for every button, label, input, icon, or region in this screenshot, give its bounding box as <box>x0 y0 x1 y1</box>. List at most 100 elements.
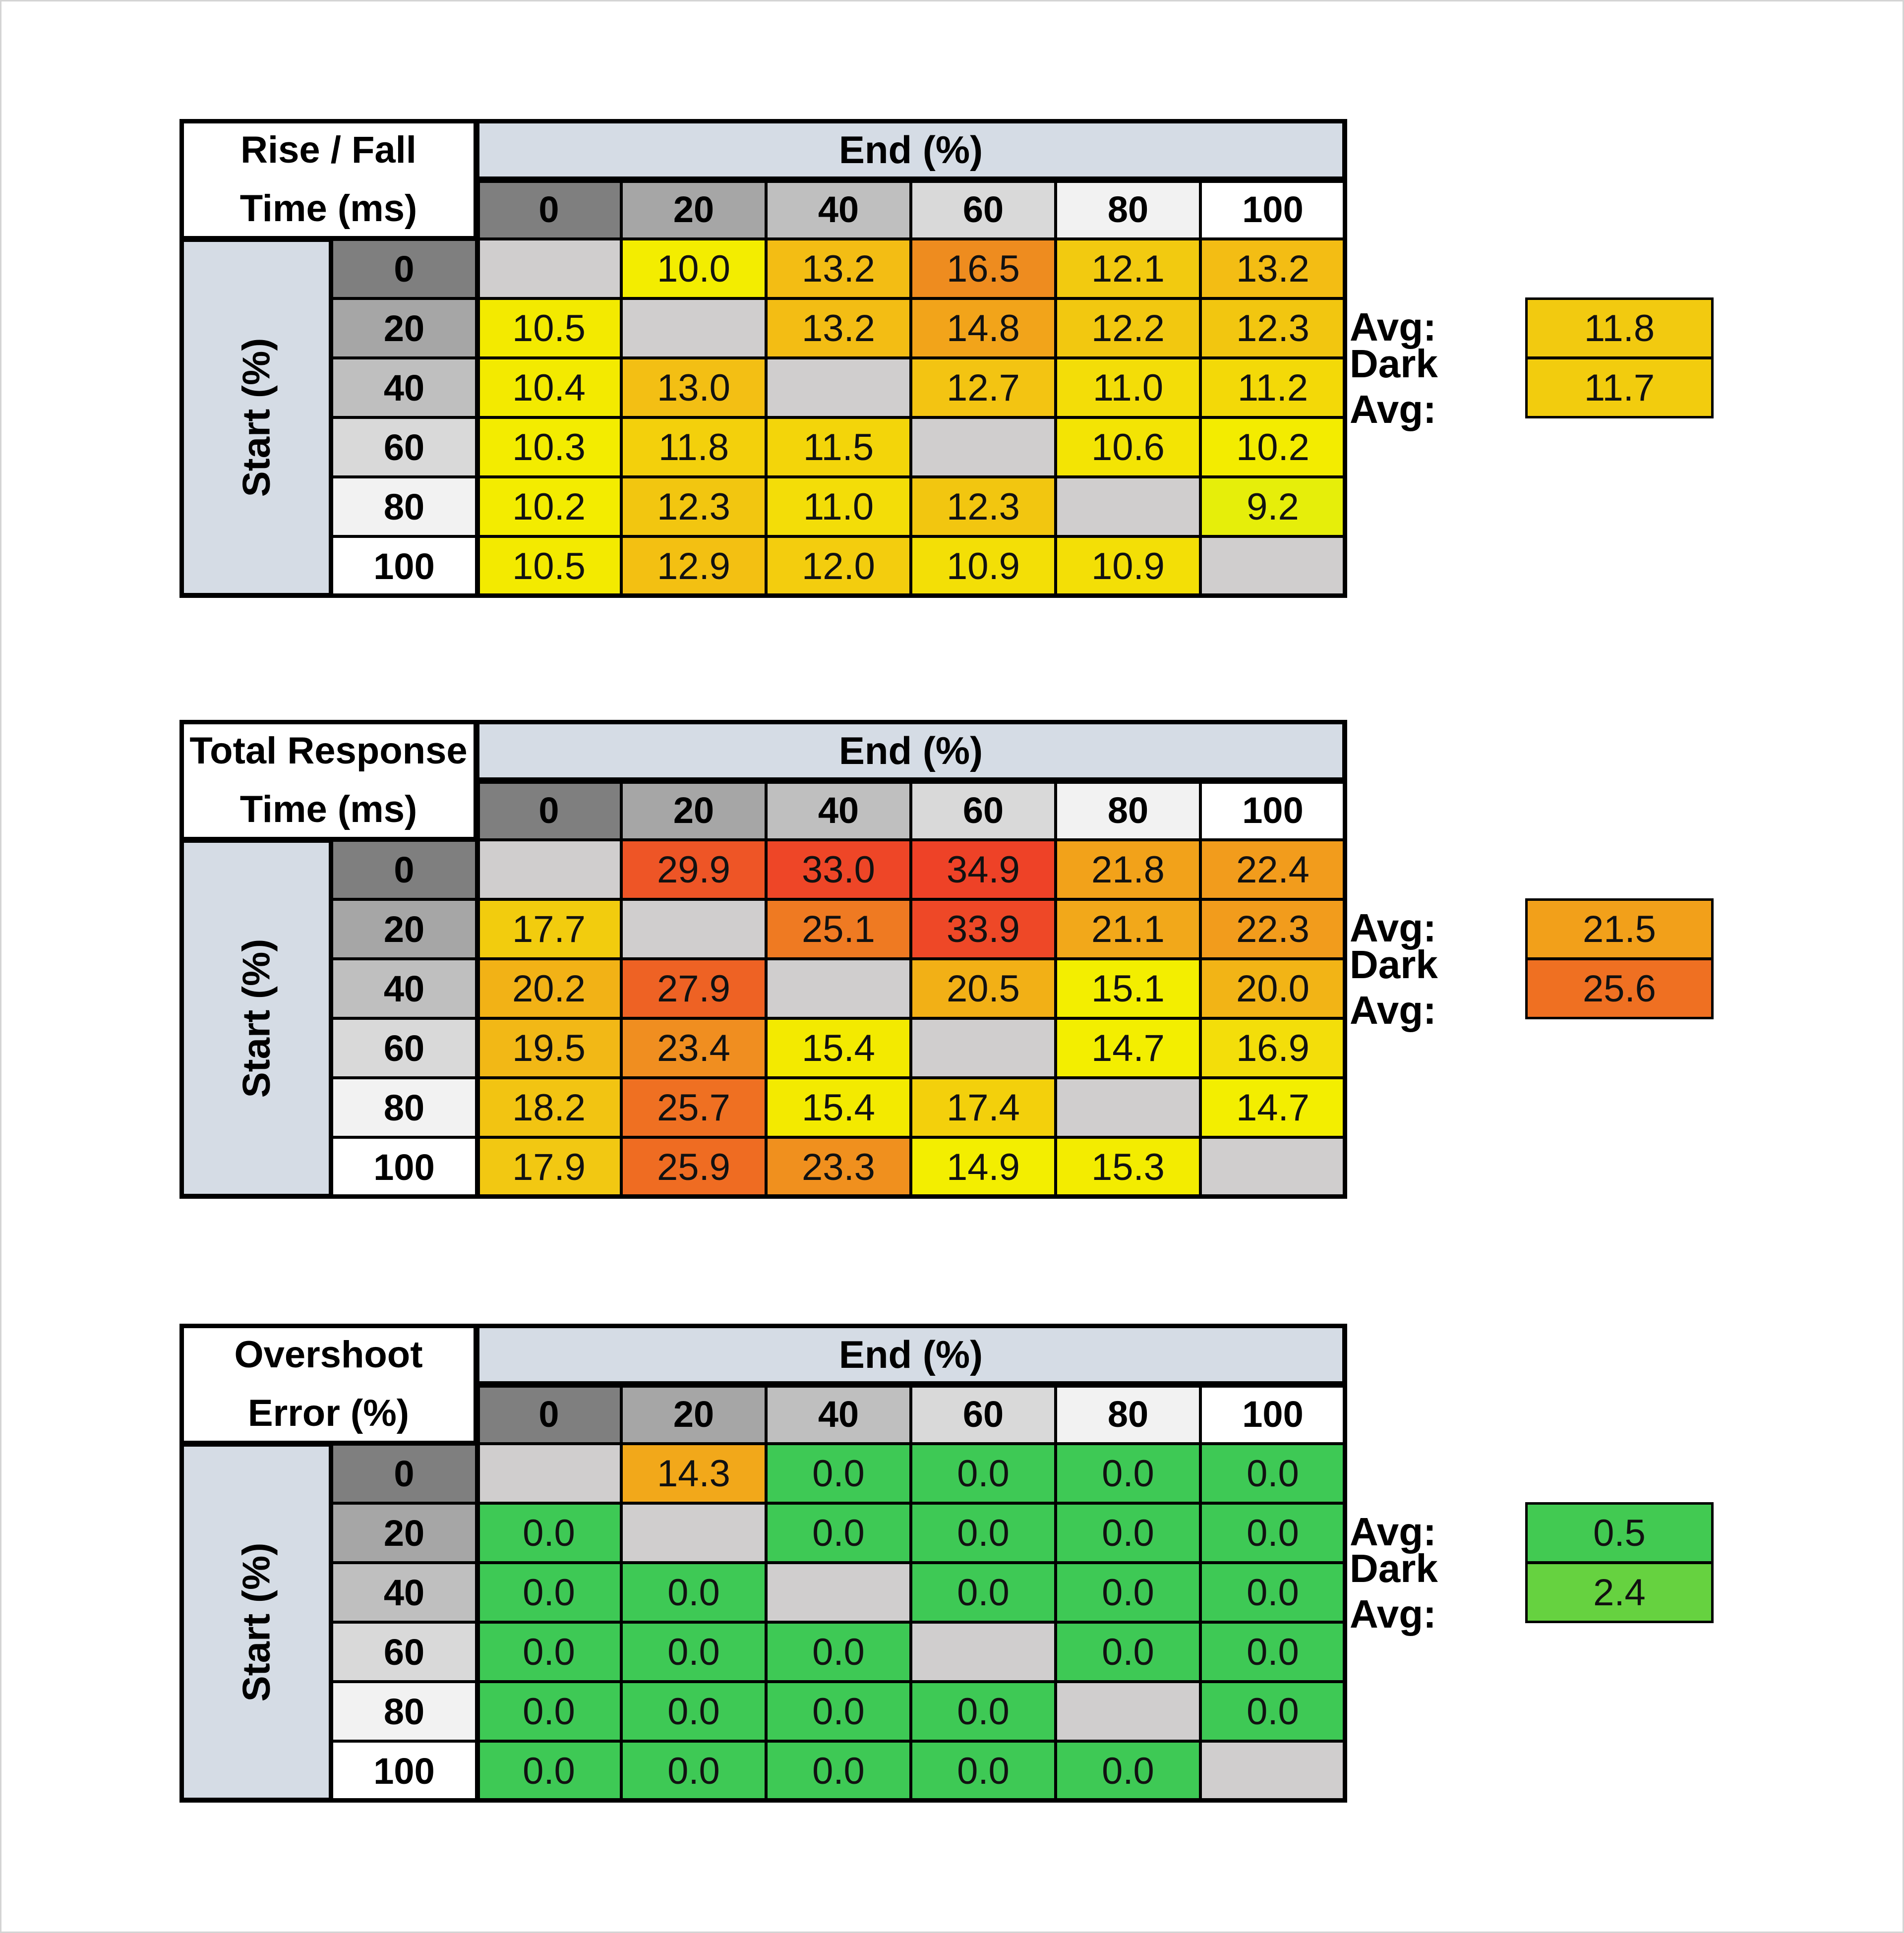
table-title-line: Total Response <box>189 730 468 772</box>
heatmap-cell: 12.3 <box>1199 297 1346 359</box>
table-title-line: Error (%) <box>247 1392 410 1434</box>
heatmap-cell: 21.8 <box>1055 839 1201 900</box>
row-header: 40 <box>331 958 477 1019</box>
heatmap-cell: 0.0 <box>1199 1562 1346 1623</box>
heatmap-cell: 0.0 <box>1055 1502 1201 1564</box>
heatmap-cell: 29.9 <box>620 839 767 900</box>
diagonal-cell <box>1055 476 1201 537</box>
column-header: 0 <box>476 178 622 240</box>
heatmap-cell: 10.3 <box>476 416 622 478</box>
dark-avg-label: Dark Avg: <box>1350 1546 1438 1636</box>
row-axis-label-text: Start (%) <box>234 938 278 1098</box>
diagonal-cell <box>910 1621 1057 1683</box>
diagonal-cell <box>476 839 622 900</box>
diagonal-cell <box>1199 1740 1346 1802</box>
avg-value: 0.5 <box>1525 1502 1714 1564</box>
heatmap-cell: 10.6 <box>1055 416 1201 478</box>
diagonal-cell <box>1055 1681 1201 1742</box>
diagonal-cell <box>620 898 767 960</box>
row-header: 20 <box>331 898 477 960</box>
heatmap-cell: 27.9 <box>620 958 767 1019</box>
heatmap-cell: 0.0 <box>910 1562 1057 1623</box>
column-header: 80 <box>1055 1383 1201 1445</box>
diagonal-cell <box>765 357 912 418</box>
heatmap-cell: 0.0 <box>1055 1443 1201 1504</box>
heatmap-cell: 10.5 <box>476 535 622 597</box>
table-title-line: Time (ms) <box>239 187 417 230</box>
column-header: 80 <box>1055 779 1201 841</box>
row-header: 80 <box>331 1077 477 1138</box>
heatmap-cell: 14.7 <box>1055 1017 1201 1079</box>
table-title: Overshoot Error (%) <box>179 1324 477 1445</box>
avg-label: Avg: <box>1350 1510 1436 1554</box>
heatmap-cell: 21.1 <box>1055 898 1201 960</box>
heatmap-cell: 15.4 <box>765 1077 912 1138</box>
heatmap-cell: 10.4 <box>476 357 622 418</box>
heatmap-cell: 12.7 <box>910 357 1057 418</box>
diagonal-cell <box>476 238 622 299</box>
heatmap-cell: 0.0 <box>910 1681 1057 1742</box>
heatmap-cell: 0.0 <box>910 1502 1057 1564</box>
column-header: 100 <box>1199 1383 1346 1445</box>
row-header: 100 <box>331 1136 477 1198</box>
table-title-line: Time (ms) <box>239 788 417 830</box>
row-header: 0 <box>331 839 477 900</box>
heatmap-cell: 12.0 <box>765 535 912 597</box>
row-axis-label: Start (%) <box>179 1443 333 1802</box>
heatmap-cell: 0.0 <box>1199 1681 1346 1742</box>
heatmap-cell: 0.0 <box>476 1621 622 1683</box>
heatmap-cell: 0.0 <box>476 1562 622 1623</box>
heatmap-cell: 11.5 <box>765 416 912 478</box>
heatmap-cell: 11.0 <box>1055 357 1201 418</box>
heatmap-cell: 22.3 <box>1199 898 1346 960</box>
heatmap-cell: 0.0 <box>910 1740 1057 1802</box>
column-axis-label: End (%) <box>476 1324 1346 1385</box>
column-axis-label: End (%) <box>476 720 1346 781</box>
row-header: 100 <box>331 1740 477 1802</box>
heatmap-cell: 0.0 <box>1055 1621 1201 1683</box>
column-header: 60 <box>910 1383 1057 1445</box>
column-header: 100 <box>1199 779 1346 841</box>
heatmap-cell: 16.9 <box>1199 1017 1346 1079</box>
heatmap-cell: 0.0 <box>476 1681 622 1742</box>
row-header: 40 <box>331 1562 477 1623</box>
diagonal-cell <box>1199 535 1346 597</box>
heatmap-cell: 0.0 <box>620 1562 767 1623</box>
heatmap-cell: 15.1 <box>1055 958 1201 1019</box>
column-header: 40 <box>765 1383 912 1445</box>
heatmap-cell: 14.9 <box>910 1136 1057 1198</box>
heatmap-cell: 0.0 <box>765 1443 912 1504</box>
diagonal-cell <box>1199 1136 1346 1198</box>
heatmap-cell: 0.0 <box>765 1502 912 1564</box>
dark-avg-label: Dark Avg: <box>1350 342 1438 431</box>
diagonal-cell <box>910 416 1057 478</box>
avg-value: 21.5 <box>1525 898 1714 960</box>
diagonal-cell <box>910 1017 1057 1079</box>
heatmap-cell: 10.2 <box>476 476 622 537</box>
heatmap-cell: 13.2 <box>1199 238 1346 299</box>
heatmap-cell: 25.1 <box>765 898 912 960</box>
heatmap-cell: 13.2 <box>765 238 912 299</box>
column-axis-label: End (%) <box>476 119 1346 180</box>
heatmap-cell: 10.2 <box>1199 416 1346 478</box>
heatmap-cell: 18.2 <box>476 1077 622 1138</box>
row-header: 60 <box>331 1017 477 1079</box>
heatmap-cell: 33.9 <box>910 898 1057 960</box>
row-axis-label: Start (%) <box>179 238 333 597</box>
row-header: 20 <box>331 1502 477 1564</box>
diagonal-cell <box>765 1562 912 1623</box>
heatmap-cell: 17.9 <box>476 1136 622 1198</box>
heatmap-cell: 0.0 <box>765 1621 912 1683</box>
row-header: 80 <box>331 476 477 537</box>
heatmap-cell: 0.0 <box>1199 1621 1346 1683</box>
heatmap-cell: 25.7 <box>620 1077 767 1138</box>
heatmap-cell: 15.3 <box>1055 1136 1201 1198</box>
row-header: 80 <box>331 1681 477 1742</box>
heatmap-cell: 20.2 <box>476 958 622 1019</box>
heatmap-cell: 34.9 <box>910 839 1057 900</box>
diagonal-cell <box>620 297 767 359</box>
column-header: 0 <box>476 779 622 841</box>
table-title-line: Rise / Fall <box>240 129 416 171</box>
dark-avg-value: 25.6 <box>1525 958 1714 1019</box>
